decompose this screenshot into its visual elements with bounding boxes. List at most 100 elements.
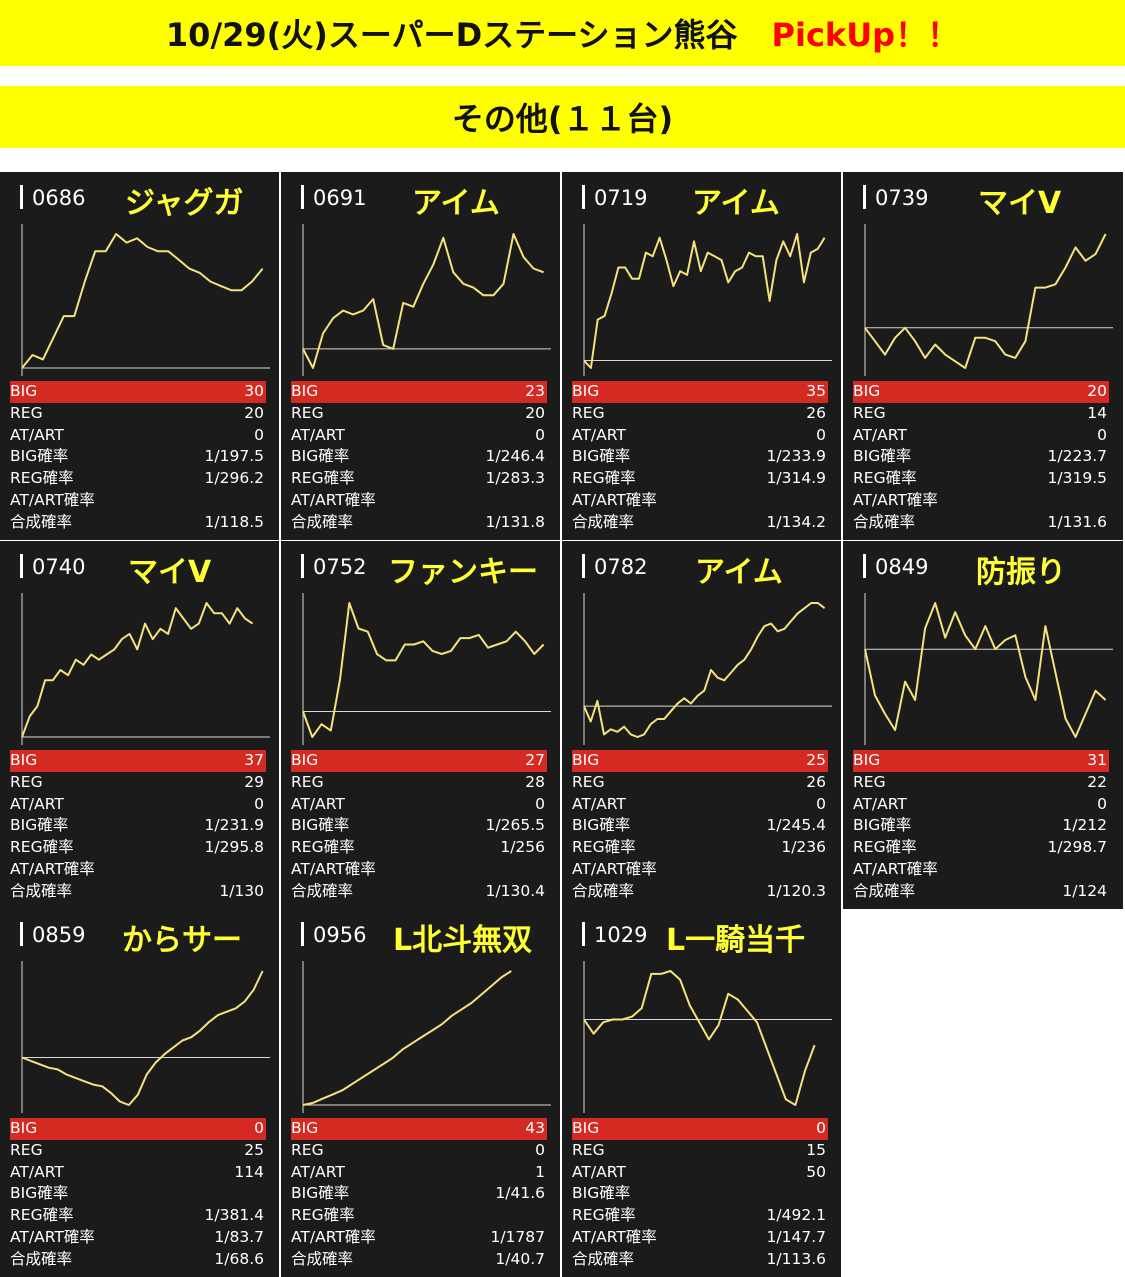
machine-number: 0956 — [313, 923, 367, 947]
stat-row-at-p: AT/ART確率 — [10, 490, 266, 512]
stat-row-reg: REG 15 — [572, 1140, 828, 1162]
stat-row-total-p: 合成確率 1/113.6 — [572, 1249, 828, 1271]
stat-label: BIG確率 — [291, 816, 350, 835]
machine-number: 0691 — [313, 186, 367, 210]
stat-value: 1/1787 — [490, 1227, 545, 1246]
stat-value: 25 — [806, 751, 826, 769]
machine-header: 0739 マイV — [843, 172, 1123, 221]
machine-number: 0849 — [875, 555, 929, 579]
stat-label: 合成確率 — [572, 1249, 635, 1268]
stat-row-total-p: 合成確率 1/130.4 — [291, 881, 547, 903]
stat-label: BIG — [291, 751, 319, 769]
stat-label: AT/ART確率 — [572, 859, 657, 878]
stat-label: AT/ART確率 — [853, 859, 938, 878]
stat-row-big-p: BIG確率 — [572, 1183, 828, 1205]
stats-table: BIG 27 REG 28 AT/ART 0 BIG確率 1/265.5 REG確率 1/256 A… — [291, 750, 547, 903]
stat-row-big: BIG 43 — [291, 1118, 547, 1140]
stat-value: 1/197.5 — [204, 447, 264, 466]
machine-card: 0739 マイV BIG 20 REG 14 AT/ART 0 BIG確率 1/223.7 REG確… — [843, 172, 1125, 540]
stat-value: 1/298.7 — [1047, 838, 1107, 857]
stat-row-reg: REG 25 — [10, 1140, 266, 1162]
stat-row-at: AT/ART 0 — [10, 794, 266, 816]
stat-label: AT/ART確率 — [572, 490, 657, 509]
stat-value: 20 — [244, 403, 264, 422]
machine-number: 0739 — [875, 186, 929, 210]
stat-row-big-p: BIG確率 1/265.5 — [291, 815, 547, 837]
machine-name: アイム — [695, 555, 783, 590]
header-marker — [582, 922, 585, 946]
slump-graph — [302, 224, 551, 376]
stat-value: 1/246.4 — [485, 447, 545, 466]
stat-row-reg: REG 26 — [572, 772, 828, 794]
stat-value: 1/265.5 — [485, 816, 545, 835]
stat-value: 0 — [816, 794, 826, 813]
stat-label: AT/ART — [10, 425, 64, 444]
stat-row-big: BIG 30 — [10, 381, 266, 403]
stat-row-reg: REG 22 — [853, 772, 1109, 794]
stat-value: 1/223.7 — [1047, 447, 1107, 466]
stat-row-reg: REG 20 — [10, 403, 266, 425]
stat-label: BIG — [10, 751, 38, 769]
stat-value: 1/283.3 — [485, 469, 545, 488]
stat-label: REG — [572, 403, 605, 422]
machine-number: 0752 — [313, 555, 367, 579]
stat-row-at-p: AT/ART確率 — [853, 490, 1109, 512]
stat-label: AT/ART — [853, 794, 907, 813]
stat-row-big-p: BIG確率 1/212 — [853, 815, 1109, 837]
stat-row-big: BIG 23 — [291, 381, 547, 403]
slump-graph — [583, 593, 832, 745]
machine-number: 0719 — [594, 186, 648, 210]
stat-row-at-p: AT/ART確率 1/147.7 — [572, 1227, 828, 1249]
stat-value: 14 — [1087, 403, 1107, 422]
stat-label: REG確率 — [291, 469, 355, 488]
stat-value: 29 — [244, 772, 264, 791]
stat-label: BIG確率 — [10, 816, 69, 835]
stat-value: 0 — [254, 794, 264, 813]
stats-table: BIG 20 REG 14 AT/ART 0 BIG確率 1/223.7 REG確率 1/319.… — [853, 381, 1109, 534]
pickup-label: PickUp！！ — [771, 16, 960, 54]
slump-line — [864, 233, 1107, 369]
slump-graph — [21, 593, 270, 745]
header-marker — [301, 554, 304, 578]
stat-label: AT/ART — [853, 425, 907, 444]
stat-label: AT/ART — [291, 794, 345, 813]
machine-header: 0686 ジャグガ — [0, 172, 279, 221]
stat-label: 合成確率 — [10, 1249, 73, 1268]
stat-value: 0 — [535, 794, 545, 813]
stat-label: BIG確率 — [853, 447, 912, 466]
stat-label: BIG確率 — [572, 1184, 631, 1203]
machine-header: 0849 防振り — [843, 541, 1123, 590]
stat-row-total-p: 合成確率 1/120.3 — [572, 881, 828, 903]
stat-value: 0 — [1097, 794, 1107, 813]
stat-label: REG確率 — [853, 469, 917, 488]
stats-table: BIG 25 REG 26 AT/ART 0 BIG確率 1/245.4 REG確率 1/236 A… — [572, 750, 828, 903]
stat-row-total-p: 合成確率 1/40.7 — [291, 1249, 547, 1271]
stat-row-reg-p: REG確率 1/236 — [572, 837, 828, 859]
machine-header: 0691 アイム — [281, 172, 560, 221]
machine-number: 0740 — [32, 555, 86, 579]
slump-line — [583, 233, 826, 369]
slump-line — [583, 602, 826, 738]
stat-label: BIG — [10, 1119, 38, 1137]
stat-row-reg-p: REG確率 — [291, 1205, 547, 1227]
stat-row-big-p: BIG確率 — [10, 1183, 266, 1205]
stat-value: 1/492.1 — [766, 1206, 826, 1225]
machine-header: 0740 マイV — [0, 541, 279, 590]
machine-card: 0740 マイV BIG 37 REG 29 AT/ART 0 BIG確率 1/231.9 REG確… — [0, 541, 281, 909]
machine-card: 0859 からサー BIG 0 REG 25 AT/ART 114 BIG確率 REG確率 1/38… — [0, 909, 281, 1277]
header-marker — [301, 922, 304, 946]
stat-row-at: AT/ART 1 — [291, 1162, 547, 1184]
stat-value: 0 — [816, 425, 826, 444]
stat-row-big-p: BIG確率 1/245.4 — [572, 815, 828, 837]
stat-label: 合成確率 — [291, 881, 354, 900]
stat-value: 1/120.3 — [766, 881, 826, 900]
header-marker — [582, 554, 585, 578]
stat-row-at: AT/ART 0 — [572, 425, 828, 447]
stat-label: REG — [10, 403, 43, 422]
stat-row-at: AT/ART 114 — [10, 1162, 266, 1184]
stat-row-reg: REG 0 — [291, 1140, 547, 1162]
machine-name: アイム — [692, 186, 780, 221]
machine-header: 0956 L北斗無双 — [281, 909, 560, 958]
stat-value: 114 — [234, 1162, 264, 1181]
machine-card: 0752 ファンキー BIG 27 REG 28 AT/ART 0 BIG確率 1/265.5 RE… — [281, 541, 562, 909]
